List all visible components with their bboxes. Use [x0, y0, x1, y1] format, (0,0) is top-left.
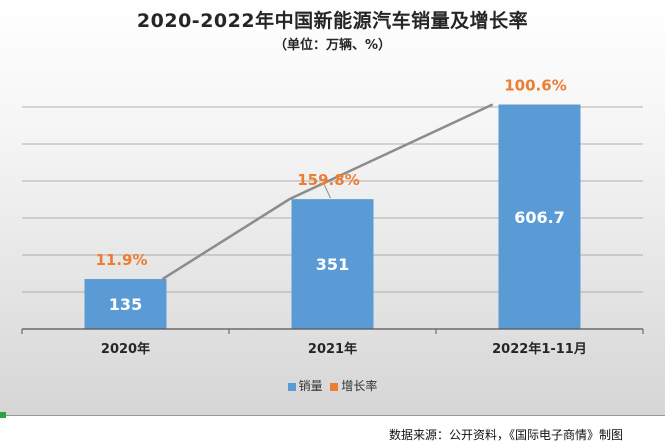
chart-subtitle: （单位：万辆、%）: [273, 38, 392, 53]
x-tick-label-1: 2021年: [308, 341, 357, 357]
legend-label-sales: 销量: [298, 379, 323, 393]
legend-swatch-sales: [287, 382, 296, 391]
x-tick-label-0: 2020年: [101, 341, 150, 357]
chart-title: 2020-2022年中国新能源汽车销量及增长率: [136, 10, 529, 32]
growth-rate-label-0: 11.9%: [95, 251, 147, 269]
bar-value-label-0: 135: [109, 295, 142, 314]
growth-point-0: [162, 278, 163, 280]
corner-mark: [0, 412, 6, 418]
legend-item-sales: 销量: [287, 377, 323, 394]
bar-value-label-2: 606.7: [514, 208, 565, 227]
plot-svg: 135 351 606.7 11.9% 159.8% 100.6% 2020年 2021年 20…: [21, 77, 644, 357]
legend-item-growth: 增长率: [330, 377, 377, 394]
leader-line: [324, 184, 331, 199]
legend: 销量 增长率: [0, 377, 665, 394]
bar-2: [498, 104, 581, 329]
source-note: 数据来源：公开资料，《国际电子商情》制图: [388, 428, 623, 442]
growth-point-2: [492, 104, 493, 106]
bar-0: [84, 279, 167, 329]
x-tick-label-2: 2022年1-11月: [492, 341, 587, 357]
bar-value-label-1: 351: [316, 255, 349, 274]
legend-swatch-growth: [330, 382, 339, 391]
growth-rate-label-2: 100.6%: [504, 77, 566, 95]
legend-label-growth: 增长率: [341, 379, 378, 393]
growth-rate-label-1: 159.8%: [297, 171, 359, 189]
chart-area: 2020-2022年中国新能源汽车销量及增长率 （单位：万辆、%） 135 351…: [0, 0, 665, 416]
bar-1: [291, 199, 374, 329]
growth-point-1: [289, 198, 290, 200]
